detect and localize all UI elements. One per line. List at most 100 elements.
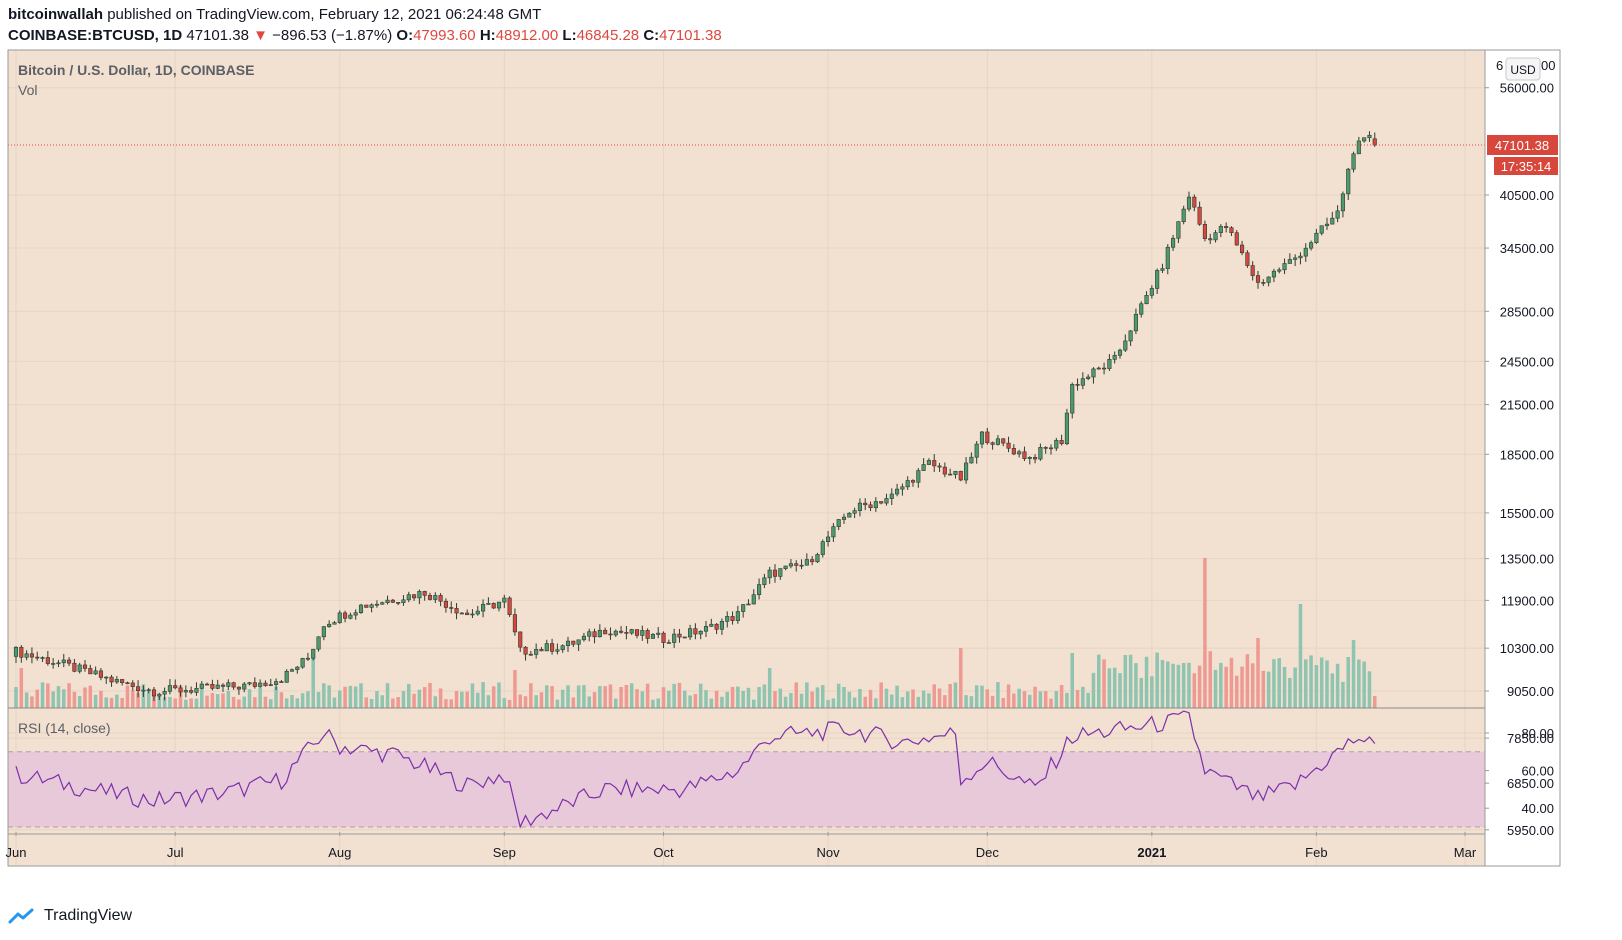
volume-bar	[529, 683, 533, 708]
volume-bar	[778, 688, 783, 708]
candle	[93, 666, 98, 675]
price-tick-label: 9050.00	[1507, 684, 1554, 699]
candle	[1362, 137, 1367, 143]
volume-bar	[215, 694, 220, 708]
candle	[284, 669, 289, 683]
price-tick-label: 40500.00	[1500, 188, 1554, 203]
candle	[709, 618, 714, 627]
candle	[263, 680, 268, 687]
candle	[1335, 205, 1340, 223]
candle	[1197, 201, 1202, 226]
volume-bar	[396, 697, 400, 708]
candle	[412, 594, 417, 601]
volume-bar	[1118, 673, 1122, 708]
candle	[1314, 228, 1319, 244]
candle	[1086, 374, 1091, 381]
volume-bar	[667, 690, 671, 708]
candle	[104, 676, 109, 685]
close-value: 47101.38	[659, 27, 722, 44]
candle	[300, 657, 305, 669]
candle	[348, 612, 353, 620]
candle	[518, 631, 523, 652]
candle	[1165, 244, 1170, 275]
volume-bar	[51, 691, 55, 708]
candle	[581, 632, 586, 642]
volume-bar	[247, 689, 252, 708]
chart-frame	[7, 49, 1561, 867]
volume-bar	[205, 695, 209, 708]
candle	[751, 589, 756, 605]
volume-bar	[794, 682, 798, 708]
candle	[1059, 434, 1064, 446]
candle	[698, 630, 703, 640]
candle	[1309, 240, 1314, 251]
time-axis[interactable]: Jun Jul Aug Sep Oct Nov Dec 2021 Feb Mar	[6, 832, 1485, 860]
volume-bar	[805, 682, 809, 708]
candle	[396, 602, 401, 606]
volume-bars	[14, 558, 1377, 708]
volume-bar	[470, 683, 475, 708]
candle	[916, 468, 921, 488]
volume-bar	[1192, 673, 1197, 708]
volume-bar	[640, 691, 645, 708]
candle	[1038, 443, 1043, 461]
candle	[1144, 291, 1149, 305]
volume-bar	[836, 683, 841, 708]
volume-bar	[1155, 652, 1159, 708]
volume-bar	[253, 697, 257, 708]
candle	[565, 636, 571, 652]
candle	[1181, 205, 1186, 225]
candle	[863, 498, 868, 511]
candle	[682, 636, 687, 639]
volume-bar	[1070, 653, 1074, 708]
volume-bar	[571, 697, 576, 708]
chart-canvas[interactable]: 56000.00 40500.00 34500.00 28500.00 24500.00…	[0, 0, 1622, 900]
candle	[799, 559, 804, 570]
candle	[1171, 234, 1176, 251]
candle	[645, 628, 650, 644]
candle	[995, 435, 1000, 446]
volume-bar	[980, 685, 984, 708]
volume-bar	[284, 698, 289, 708]
volume-bar	[645, 683, 650, 708]
volume-bar	[428, 682, 432, 708]
candle	[1303, 243, 1308, 262]
volume-bar	[1208, 651, 1212, 708]
volume-bar	[481, 682, 485, 708]
rsi-axis[interactable]: 80.00 60.00 40.00	[1485, 726, 1554, 816]
volume-bar	[56, 686, 61, 708]
candle	[836, 519, 841, 531]
volume-bar	[24, 692, 29, 708]
candle	[757, 578, 762, 600]
rsi-tick-label: 40.00	[1521, 801, 1554, 816]
volume-bar	[77, 696, 82, 708]
candle	[61, 653, 66, 668]
candle	[114, 676, 119, 684]
volume-bar	[746, 687, 751, 708]
author-name[interactable]: bitcoinwallah	[8, 6, 104, 23]
volume-bar	[115, 694, 119, 708]
volume-bar	[974, 685, 979, 708]
candle	[810, 556, 815, 566]
volume-bar	[1288, 677, 1292, 708]
candle	[841, 513, 847, 525]
candle	[1324, 217, 1330, 230]
volume-bar	[810, 691, 814, 708]
volume-bar	[231, 696, 236, 708]
candle	[305, 652, 310, 661]
volume-bar	[1341, 681, 1345, 708]
candle	[369, 603, 374, 613]
volume-bar	[789, 693, 793, 708]
candle	[358, 603, 364, 614]
volume-bar	[210, 693, 215, 708]
volume-bar	[619, 686, 623, 708]
currency-badge[interactable]: USD	[1505, 57, 1541, 81]
volume-bar	[290, 695, 294, 708]
candle	[274, 678, 279, 691]
volume-bar	[698, 683, 703, 708]
candle	[576, 639, 581, 651]
candle	[120, 679, 125, 686]
volume-bar	[30, 696, 34, 708]
volume-bar	[959, 648, 963, 708]
price-axis[interactable]: 56000.00 40500.00 34500.00 28500.00 24500.00…	[1485, 81, 1554, 838]
